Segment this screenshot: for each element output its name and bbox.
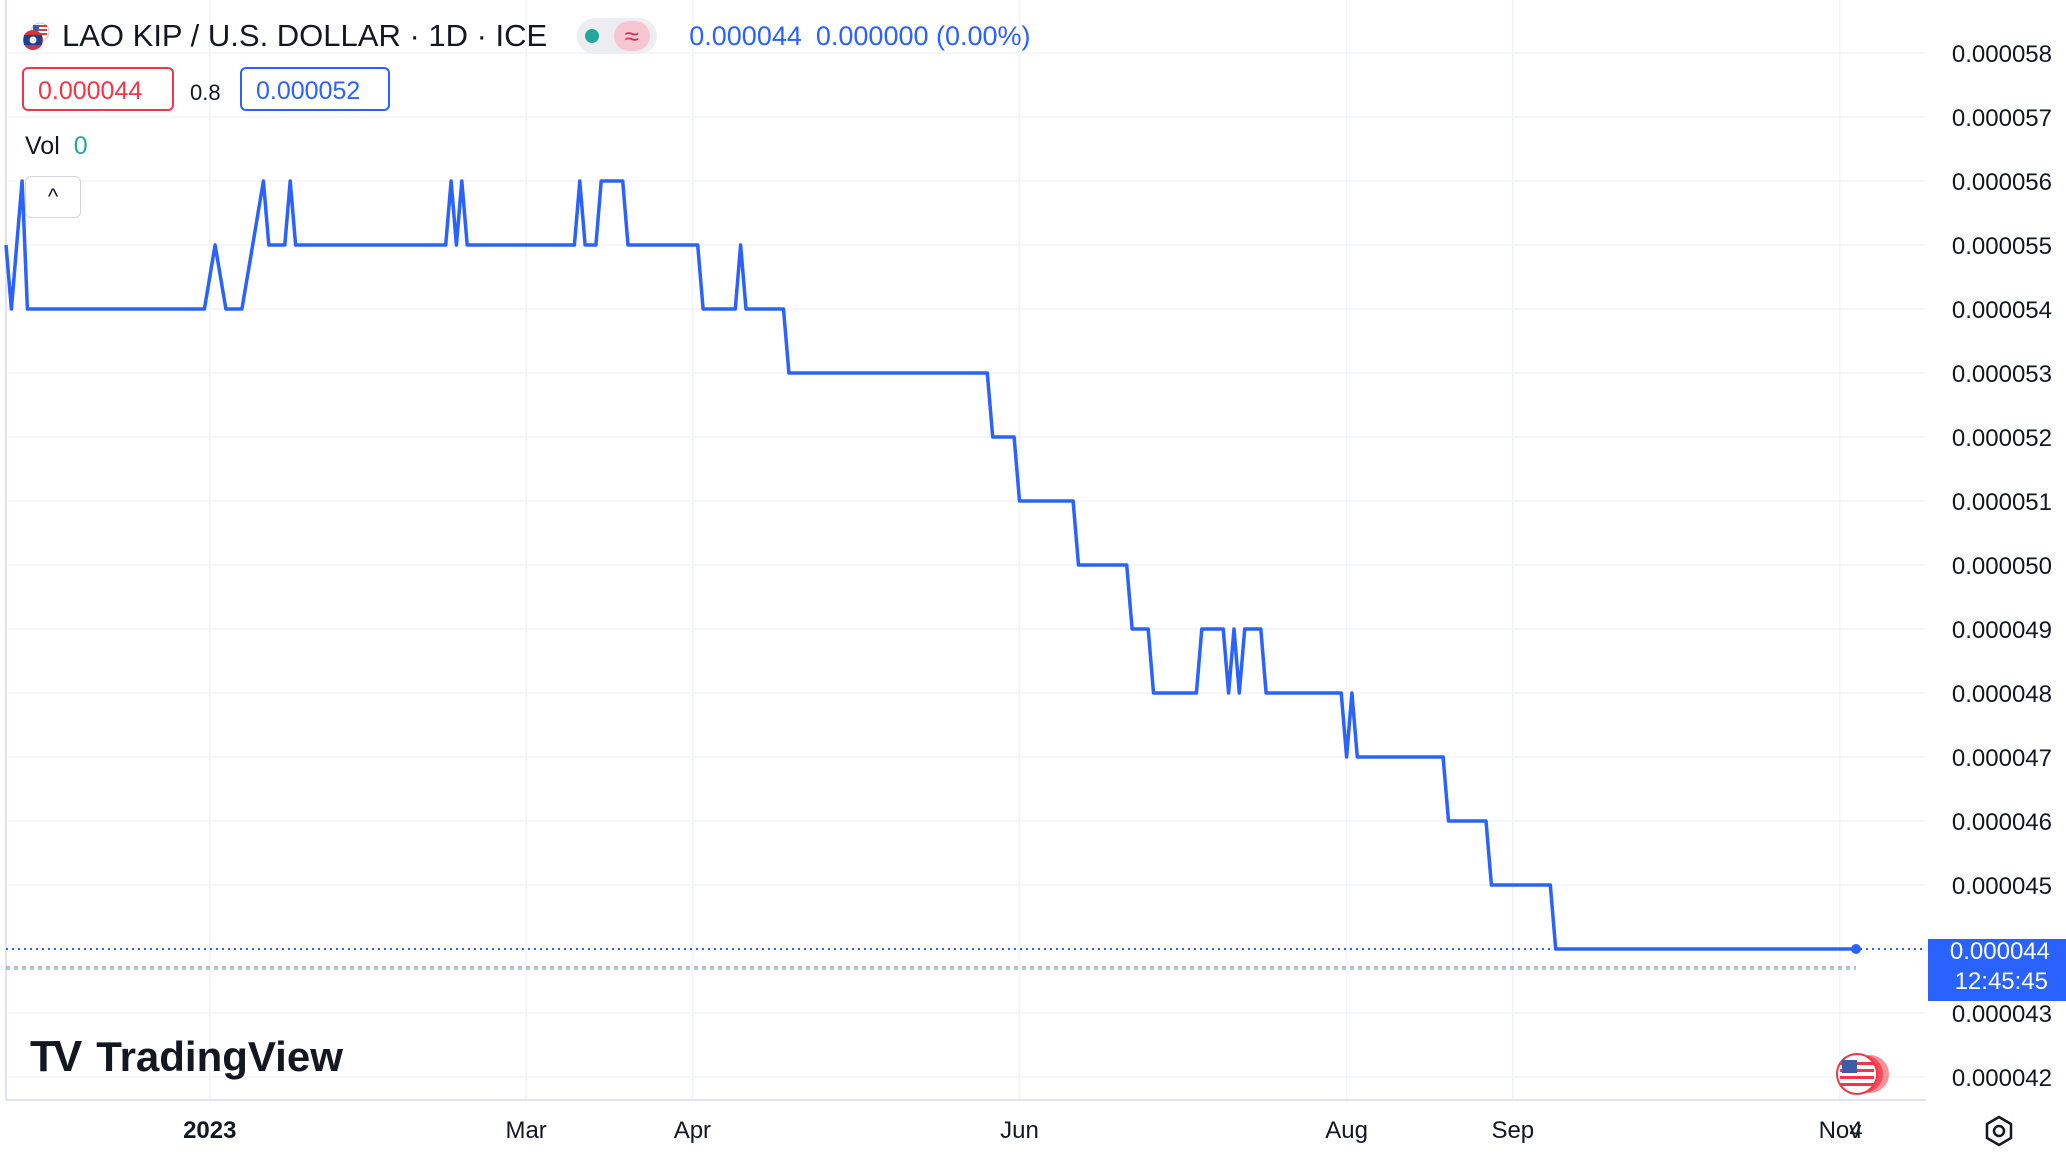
volume-label: Vol: [25, 132, 60, 160]
price-readout: 0.000044 0.000000 (0.00%): [689, 21, 1044, 52]
currency-pair-icon: [22, 21, 52, 51]
collapse-legend-button[interactable]: ^: [25, 176, 81, 218]
price-tick-label: 0.000052: [1952, 425, 2052, 452]
time-tick-label: Aug: [1325, 1117, 1368, 1144]
price-tick-label: 0.000057: [1952, 105, 2052, 132]
price-tick-label: 0.000042: [1952, 1065, 2052, 1092]
last-price-label: 0.000044 12:45:45: [1928, 938, 2066, 1001]
symbol-title[interactable]: LAO KIP / U.S. DOLLAR · 1D · ICE: [62, 18, 548, 53]
price-tick-label: 0.000051: [1952, 489, 2052, 516]
price-tick-label: 0.000055: [1952, 233, 2052, 260]
time-tick-label: Jun: [1000, 1117, 1039, 1144]
price-tick-label: 0.000056: [1952, 169, 2052, 196]
price-tick-label: 0.000047: [1952, 745, 2052, 772]
price-tick-label: 0.000050: [1952, 553, 2052, 580]
tradingview-wordmark: TradingView: [96, 1033, 343, 1080]
price-tick-label: 0.000046: [1952, 809, 2052, 836]
last-price-dot: [1851, 944, 1861, 954]
time-tick-label: Nov: [1819, 1117, 1862, 1144]
countdown-text: 12:45:45: [1955, 968, 2048, 995]
price-tick-label: 0.000054: [1952, 297, 2052, 324]
price-tick-label: 0.000048: [1952, 681, 2052, 708]
last-price-text: 0.000044: [1950, 938, 2050, 965]
time-tick-label: 4: [1849, 1117, 1862, 1144]
currency-flags-icon[interactable]: [1836, 1052, 1894, 1096]
tradingview-logo[interactable]: TV TradingView: [30, 1032, 343, 1082]
time-tick-label: Sep: [1491, 1117, 1534, 1144]
buy-button[interactable]: 0.000052: [240, 67, 390, 111]
chevron-up-icon: ^: [47, 184, 59, 209]
settings-gear-icon[interactable]: [1982, 1114, 2016, 1148]
time-tick-label: Apr: [674, 1117, 711, 1144]
legend-header: LAO KIP / U.S. DOLLAR · 1D · ICE ≈ 0.000…: [22, 14, 1045, 58]
volume-legend: Vol 0: [25, 132, 88, 161]
price-series-line: [4, 179, 1856, 951]
time-tick-label: Mar: [505, 1117, 546, 1144]
price-tick-label: 0.000043: [1952, 1001, 2052, 1028]
price-tick-label: 0.000049: [1952, 617, 2052, 644]
price-tick-label: 0.000058: [1952, 41, 2052, 68]
volume-value: 0: [73, 132, 88, 160]
spread-value: 0.8: [190, 80, 221, 105]
status-pill[interactable]: ≈: [577, 18, 658, 54]
tradingview-mark-icon: TV: [30, 1032, 82, 1081]
price-tick-label: 0.000053: [1952, 361, 2052, 388]
time-tick-label: 2023: [183, 1117, 236, 1144]
current-price: 0.000044: [689, 20, 802, 51]
wave-icon: ≈: [613, 21, 650, 51]
price-change: 0.000000 (0.00%): [815, 20, 1031, 51]
price-tick-label: 0.000045: [1952, 873, 2052, 900]
sell-button[interactable]: 0.000044: [22, 67, 174, 111]
market-open-dot-icon: [584, 29, 599, 43]
